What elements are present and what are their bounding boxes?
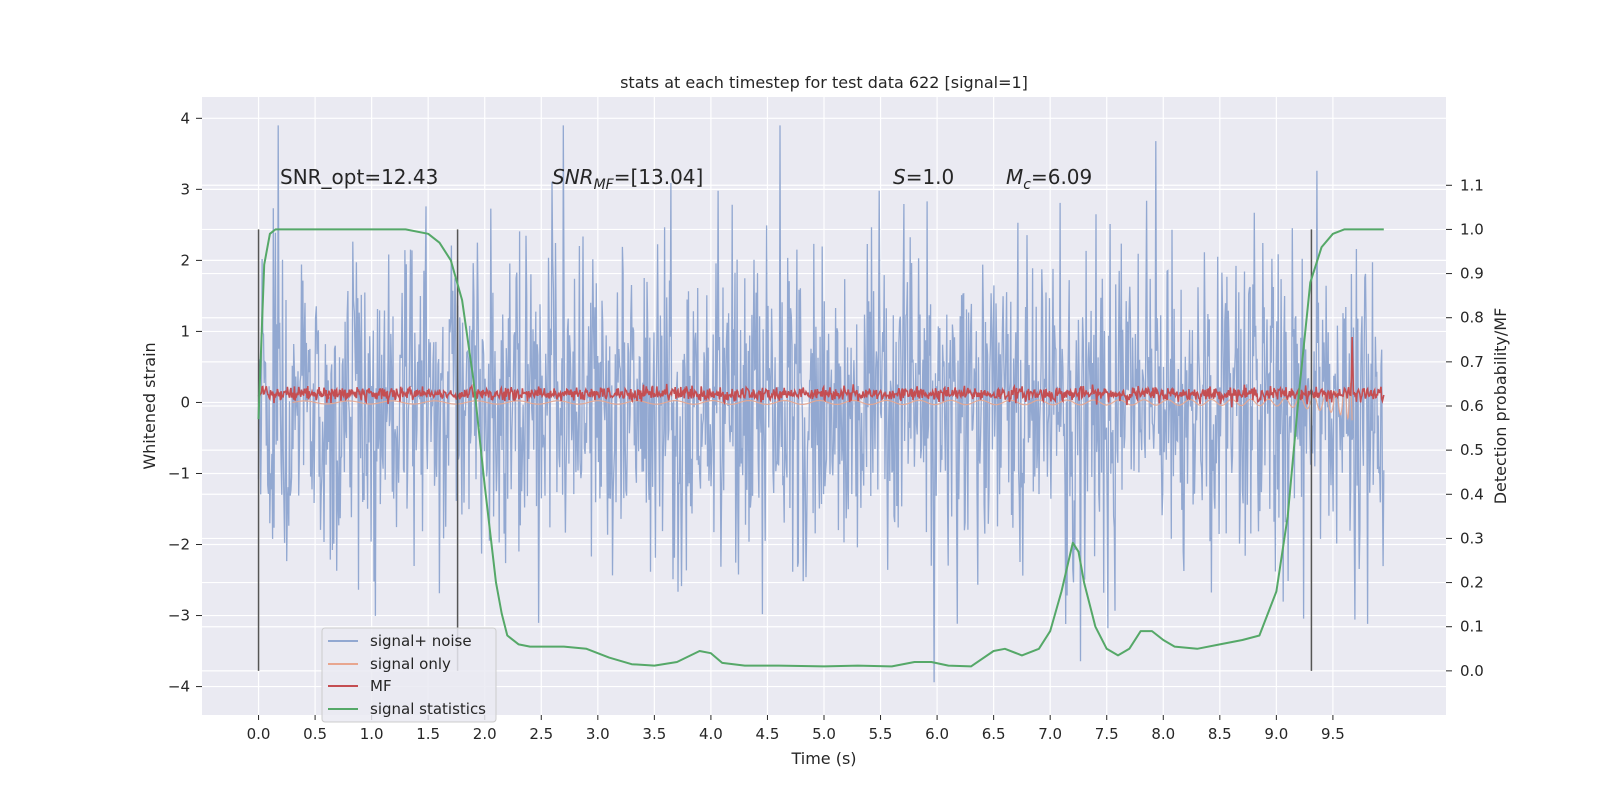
y-tick-label: −4	[168, 678, 190, 696]
x-tick-label: 3.5	[642, 725, 666, 743]
x-axis-label: Time (s)	[790, 749, 856, 768]
annotation-snr-opt: SNR_opt=12.43	[280, 165, 438, 189]
y2-tick-label: 0.7	[1460, 353, 1484, 371]
x-tick-label: 7.0	[1038, 725, 1062, 743]
legend-label-signal-only: signal only	[370, 655, 451, 673]
x-tick-label: 4.0	[699, 725, 723, 743]
y2-tick-label: 0.2	[1460, 574, 1484, 592]
legend-box	[321, 627, 497, 723]
x-tick-label: 7.5	[1095, 725, 1119, 743]
y-tick-label: 2	[180, 251, 190, 269]
signal-noise-series	[257, 125, 1385, 683]
mf-series	[257, 336, 1385, 408]
y2-tick-label: 1.1	[1460, 176, 1484, 194]
y2-tick-label: 0.1	[1460, 618, 1484, 636]
x-tick-label: 1.5	[416, 725, 440, 743]
y2-tick-label: 0.3	[1460, 529, 1484, 547]
x-tick-label: 2.5	[529, 725, 553, 743]
x-tick-label: 5.5	[869, 725, 893, 743]
y2-tick-label: 0.5	[1460, 441, 1484, 459]
x-tick-label: 0.5	[303, 725, 327, 743]
legend-label-mf: MF	[370, 677, 392, 695]
x-tick-label: 1.0	[360, 725, 384, 743]
vertical-markers	[257, 229, 1313, 671]
signal-only-line	[292, 382, 1353, 421]
y2-axis-label: Detection probability/MF	[1491, 308, 1510, 505]
signal-noise-line	[257, 125, 1385, 683]
x-tick-label: 0.0	[247, 725, 271, 743]
x-tick-label: 4.5	[756, 725, 780, 743]
x-axis-ticks: 0.0 0.5 1.0 1.5 2.0 2.5 3.0 3.5 4.0 4.5 5.0 5.5 6.0 6…	[247, 715, 1345, 743]
x-tick-label: 8.5	[1208, 725, 1232, 743]
y2-tick-label: 0.9	[1460, 265, 1484, 283]
y2-tick-label: 1.0	[1460, 220, 1484, 238]
y-tick-label: −3	[168, 607, 190, 625]
y2-tick-label: 0.6	[1460, 397, 1484, 415]
y-axis-label: Whitened strain	[140, 342, 159, 469]
signal-only-series	[292, 382, 1353, 421]
legend-label-signal-statistics: signal statistics	[370, 700, 486, 718]
y2-tick-label: 0.8	[1460, 309, 1484, 327]
y2-tick-label: 0.0	[1460, 662, 1484, 680]
annotation-snr-mf: SNRMF=[13.04]	[552, 165, 703, 193]
x-tick-label: 8.0	[1151, 725, 1175, 743]
x-tick-label: 6.5	[982, 725, 1006, 743]
y-tick-label: 1	[180, 322, 190, 340]
x-tick-label: 6.0	[925, 725, 949, 743]
y-tick-label: −2	[168, 536, 190, 554]
y-tick-label: −1	[168, 464, 190, 482]
mf-line	[257, 336, 1385, 408]
x-tick-label: 2.0	[473, 725, 497, 743]
x-tick-label: 3.0	[586, 725, 610, 743]
annotation-s: S=1.0	[893, 165, 954, 189]
legend: signal+ noise signal only MF signal stat…	[321, 627, 497, 723]
y-tick-label: 3	[180, 180, 190, 198]
signal-statistics-line	[257, 228, 1384, 668]
x-tick-label: 5.0	[812, 725, 836, 743]
x-tick-label: 9.0	[1264, 725, 1288, 743]
y2-tick-label: 0.4	[1460, 485, 1484, 503]
y2-axis-ticks: 1.1 1.0 0.9 0.8 0.7 0.6 0.5 0.4 0.3 0.2 0.1 0.0	[1446, 176, 1484, 680]
y-axis-ticks: 4 3 2 1 0 −1 −2 −3 −4	[168, 109, 202, 696]
legend-label-signal-noise: signal+ noise	[370, 632, 472, 650]
y-tick-label: 0	[180, 393, 190, 411]
signal-statistics-series	[257, 228, 1384, 668]
x-tick-label: 9.5	[1321, 725, 1345, 743]
y-tick-label: 4	[180, 109, 190, 127]
annotation-mc: Mc=6.09	[1006, 165, 1092, 193]
chart-title: stats at each timestep for test data 622…	[620, 73, 1028, 92]
